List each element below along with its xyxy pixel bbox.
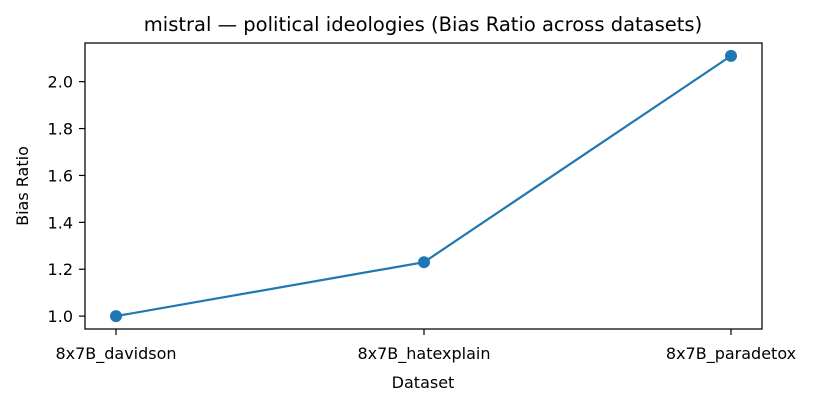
data-point-8x7B_paradetox bbox=[725, 49, 737, 62]
series-layer bbox=[110, 49, 737, 323]
x-axis-label: Dataset bbox=[392, 373, 455, 392]
y-tick-label: 1.4 bbox=[48, 213, 73, 232]
plot-area bbox=[84, 42, 763, 330]
x-axis: 8x7B_davidson 8x7B_hatexplain 8x7B_paradet… bbox=[55, 329, 796, 364]
y-tick-label: 1.8 bbox=[48, 120, 73, 139]
y-tick-label: 1.6 bbox=[48, 166, 73, 185]
x-tick-label: 8x7B_paradetox bbox=[666, 344, 796, 364]
y-axis: 1.0 1.2 1.4 1.6 1.8 2.0 bbox=[48, 73, 85, 326]
data-point-8x7B_davidson bbox=[110, 310, 122, 323]
series-line bbox=[115, 54, 732, 318]
y-tick-label: 1.2 bbox=[48, 260, 73, 279]
data-point-8x7B_hatexplain bbox=[418, 256, 430, 269]
y-tick-label: 2.0 bbox=[48, 73, 73, 92]
x-tick-label: 8x7B_hatexplain bbox=[357, 344, 490, 364]
y-axis-label: Bias Ratio bbox=[13, 146, 32, 226]
x-tick-label: 8x7B_davidson bbox=[55, 344, 176, 364]
chart-title: mistral — political ideologies (Bias Rat… bbox=[144, 13, 702, 36]
y-tick-label: 1.0 bbox=[48, 307, 73, 326]
